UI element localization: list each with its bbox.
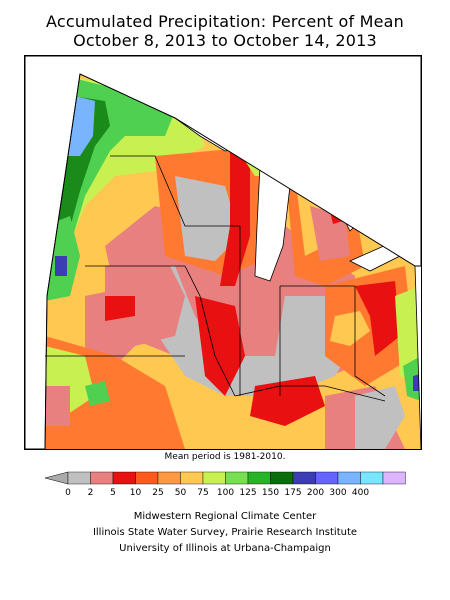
legend-tick-label: 300 xyxy=(329,488,346,498)
legend-swatch xyxy=(247,471,271,485)
color-legend: 0 2 5 10 25 50 75 100 125 150 175 200 300 400 xyxy=(44,471,406,498)
legend-swatch xyxy=(270,471,294,485)
legend-below-min-arrow xyxy=(44,471,69,485)
zone-green-sw xyxy=(85,381,110,406)
legend-tick-label: 400 xyxy=(352,488,369,498)
zone-gray-se xyxy=(355,386,405,449)
legend-swatch xyxy=(292,471,316,485)
zone-pink-sw xyxy=(45,386,70,426)
legend-tick-label: 5 xyxy=(110,488,116,498)
legend-labels: 0 2 5 10 25 50 75 100 125 150 175 200 300 400 xyxy=(65,488,369,498)
zone-blue-east xyxy=(413,374,421,391)
zone-red-oh xyxy=(355,281,400,356)
footer-line-1: Midwestern Regional Climate Center xyxy=(133,511,317,522)
legend-boxes xyxy=(67,471,406,485)
legend-swatch xyxy=(315,471,339,485)
legend-tick-label: 75 xyxy=(197,488,208,498)
footer-line-3: University of Illinois at Urbana-Champai… xyxy=(119,543,331,554)
legend-swatch xyxy=(382,471,406,485)
legend-swatch xyxy=(112,471,136,485)
zone-gold-oh xyxy=(330,311,370,346)
legend-swatch xyxy=(135,471,159,485)
legend-tick-label: 200 xyxy=(307,488,324,498)
legend-swatch xyxy=(67,471,91,485)
state-borders xyxy=(44,73,421,449)
legend-swatch xyxy=(360,471,384,485)
legend-tick-label: 100 xyxy=(217,488,234,498)
legend-tick-label: 2 xyxy=(88,488,94,498)
legend-swatch xyxy=(157,471,181,485)
legend-swatch xyxy=(225,471,249,485)
legend-swatch xyxy=(337,471,361,485)
zone-red-ia xyxy=(105,296,135,321)
mean-period-note: Mean period is 1981-2010. xyxy=(164,452,286,462)
legend-tick-label: 175 xyxy=(284,488,301,498)
legend-swatch xyxy=(180,471,204,485)
precipitation-map xyxy=(24,55,422,450)
map-subtitle: October 8, 2013 to October 14, 2013 xyxy=(73,31,377,50)
zone-blue-mn xyxy=(55,256,67,276)
legend-swatch xyxy=(90,471,114,485)
legend-tick-label: 125 xyxy=(239,488,256,498)
legend-swatch xyxy=(202,471,226,485)
zone-green-ne xyxy=(105,96,175,136)
legend-tick-label: 50 xyxy=(175,488,187,498)
zone-gray-wi xyxy=(175,176,240,261)
zone-red-south xyxy=(195,296,245,396)
legend-tick-label: 25 xyxy=(152,488,163,498)
footer-line-2: Illinois State Water Survey, Prairie Res… xyxy=(92,527,358,538)
zone-red-wi xyxy=(220,146,250,286)
zone-gray-il-in xyxy=(125,266,365,396)
map-title: Accumulated Precipitation: Percent of Me… xyxy=(45,12,404,31)
legend-tick-label: 150 xyxy=(262,488,279,498)
map-canvas xyxy=(25,56,421,449)
legend-tick-label: 0 xyxy=(65,488,71,498)
legend-tick-label: 10 xyxy=(130,488,142,498)
